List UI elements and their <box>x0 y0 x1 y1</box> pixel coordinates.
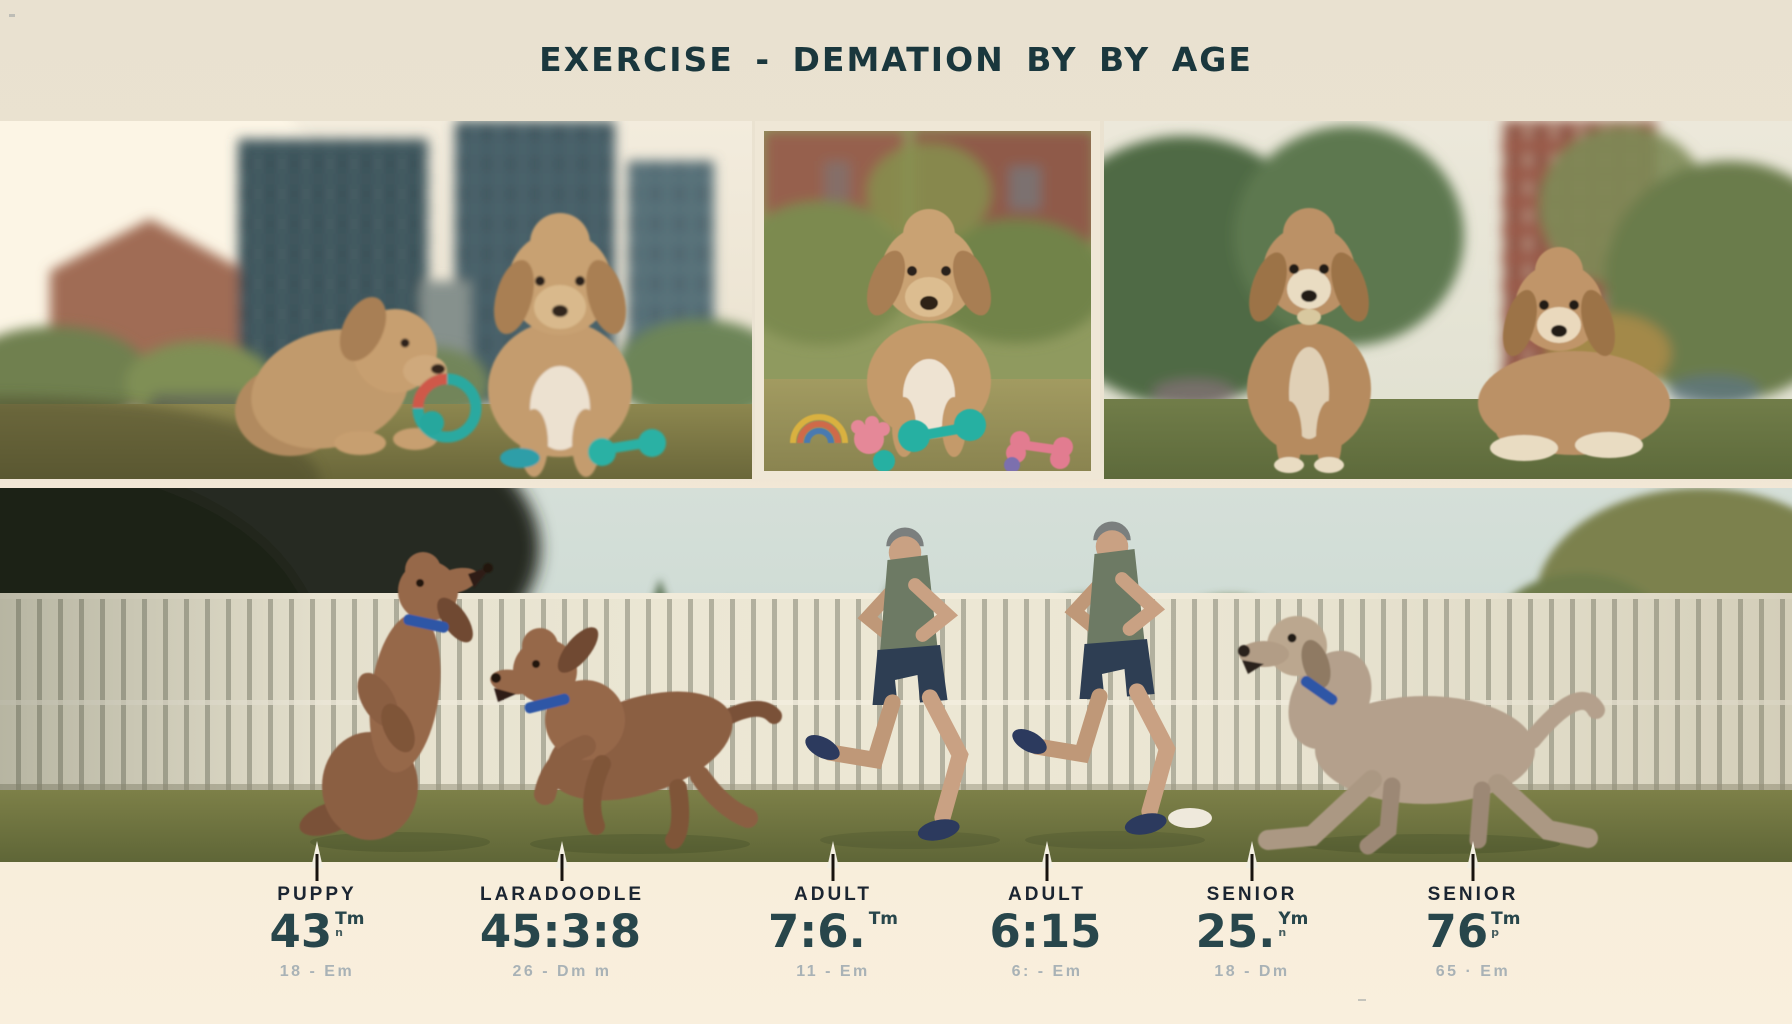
timeline-column-senior-2: SENIOR 76 Tm p 65 · Em <box>1426 884 1521 981</box>
puppies-city-illustration <box>0 121 752 479</box>
stage-label: LARADOODLE <box>479 884 645 905</box>
tick-stem <box>1471 854 1475 881</box>
poodle-leaping <box>490 627 782 849</box>
photo-puppy-with-toys-frame <box>755 121 1100 479</box>
poodle-begging <box>299 552 493 840</box>
tick-stem <box>831 854 835 881</box>
stage-note: 11 - Em <box>796 963 870 980</box>
photo-two-young-dogs <box>1104 121 1792 479</box>
stage-value: 43 Tm n <box>269 905 365 958</box>
tick-stem <box>560 854 564 881</box>
paper-speck <box>9 14 15 17</box>
photo-puppies-city-park <box>0 121 752 479</box>
paper-speck <box>1358 999 1366 1001</box>
young-dogs-illustration <box>1104 121 1792 479</box>
stage-value: 45:3:8 <box>479 905 642 958</box>
dog-lying <box>1478 247 1670 461</box>
tick-stem <box>1045 854 1049 881</box>
photo-puppy-with-toys <box>764 131 1091 471</box>
page-title: EXERCISE - DEMATION BY BY AGE <box>539 40 1253 79</box>
timeline-column-senior-1: SENIOR 25. Ym n 18 - Dm <box>1196 884 1309 981</box>
puppy-sitting <box>488 213 666 477</box>
timeline-tick-6 <box>1466 841 1480 881</box>
stage-label: ADULT <box>1008 884 1086 905</box>
stage-value: 25. Ym n <box>1195 905 1309 958</box>
stage-label: ADULT <box>794 884 872 905</box>
timeline-column-laradoodle: LARADOODLE 45:3:8 26 - Dm m <box>480 884 644 981</box>
tick-stem <box>315 854 319 881</box>
dog-toys <box>790 409 1073 471</box>
timeline-tick-3 <box>826 841 840 881</box>
stage-value: 7:6. Tm <box>767 905 899 958</box>
timeline-column-adult-2: ADULT 6:15 6: - Em <box>990 884 1105 981</box>
timeline-tick-1 <box>310 841 324 881</box>
stage-label: PUPPY <box>277 884 357 905</box>
puppy-chewing-ring <box>235 297 482 456</box>
tick-stem <box>1250 854 1254 881</box>
stage-value: 6:15 <box>989 905 1102 958</box>
puppy-toys-illustration <box>764 131 1091 471</box>
stage-note: 6: - Em <box>1011 963 1083 980</box>
stage-note: 26 - Dm m <box>512 963 612 980</box>
timeline-column-puppy: PUPPY 43 Tm n 18 - Em <box>270 884 365 981</box>
stage-note: 65 · Em <box>1435 963 1511 980</box>
timeline-column-adult-1: ADULT 7:6. Tm 11 - Em <box>768 884 898 981</box>
stage-label: SENIOR <box>1427 884 1519 905</box>
stage-value: 76 Tm p <box>1425 905 1521 958</box>
puppy-facing-camera <box>866 209 992 457</box>
banner-illustration <box>0 488 1792 862</box>
poodle-senior-trotting <box>1238 616 1605 855</box>
timeline-tick-4 <box>1040 841 1054 881</box>
timeline-tick-5 <box>1245 841 1259 881</box>
stage-note: 18 - Em <box>279 963 355 980</box>
timeline-tick-2 <box>555 841 569 881</box>
stage-label: SENIOR <box>1206 884 1298 905</box>
dog-sitting <box>1247 208 1371 473</box>
photo-banner-exercise-scenes <box>0 488 1792 862</box>
stage-note: 18 - Dm <box>1214 963 1290 980</box>
